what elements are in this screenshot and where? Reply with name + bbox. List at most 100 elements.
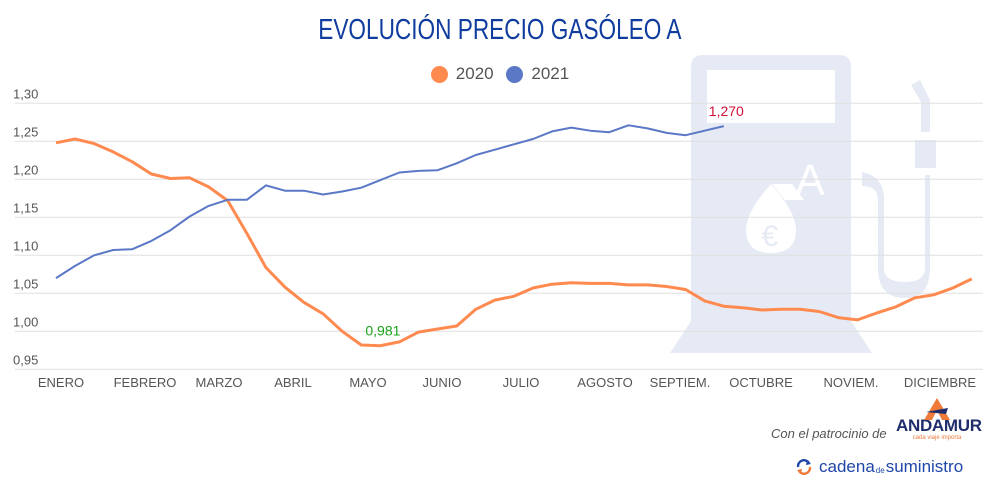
data-point-2020 (54, 141, 58, 145)
svg-text:€: € (762, 220, 779, 253)
data-point-2020 (741, 306, 745, 310)
data-point-2020 (894, 305, 898, 309)
data-point-2021 (512, 142, 516, 146)
data-point-2020 (779, 307, 783, 311)
andamur-logo-icon (924, 398, 950, 420)
legend-item-2020[interactable]: 2020 (430, 64, 494, 84)
data-point-2021 (226, 198, 230, 202)
data-point-2021 (130, 247, 134, 251)
data-point-2021 (245, 198, 249, 202)
data-point-2020 (913, 296, 917, 300)
data-point-2020 (951, 286, 955, 290)
series-line-2021 (55, 124, 725, 279)
data-point-2021 (149, 239, 153, 243)
data-point-2020 (168, 177, 172, 181)
data-point-2021 (607, 130, 611, 134)
data-point-2021 (340, 189, 344, 193)
data-point-2020 (130, 160, 134, 164)
brand-text-cadena: cadena (819, 457, 875, 476)
data-point-2020 (970, 277, 974, 281)
data-point-2021 (73, 264, 77, 268)
data-point-2020 (321, 312, 325, 316)
y-tick-label: 1,30 (13, 86, 38, 101)
data-point-2020 (817, 310, 821, 314)
x-tick-label: JUNIO (423, 375, 462, 390)
x-tick-label: OCTUBRE (729, 375, 793, 390)
data-point-2021 (493, 148, 497, 152)
data-point-2020 (188, 176, 192, 180)
y-tick-label: 1,15 (13, 200, 38, 215)
legend-marker-2021 (506, 65, 524, 83)
data-point-2020 (283, 285, 287, 289)
data-point-2020 (531, 286, 535, 290)
data-point-2020 (512, 294, 516, 298)
data-point-2021 (283, 189, 287, 193)
data-point-2021 (111, 248, 115, 252)
brand-text-de: de (875, 465, 885, 475)
annotation-label: 1,270 (709, 103, 744, 119)
data-point-2020 (378, 344, 382, 348)
fuel-pump-icon: A € (670, 55, 936, 353)
legend: 2020 2021 (0, 64, 1000, 88)
gridlines (15, 102, 983, 370)
data-point-2020 (626, 283, 630, 287)
data-point-2021 (703, 129, 707, 133)
x-tick-label: NOVIEM. (824, 375, 879, 390)
data-point-2020 (455, 324, 459, 328)
data-point-2020 (92, 142, 96, 146)
data-point-2020 (397, 340, 401, 344)
x-tick-label: MARZO (196, 375, 243, 390)
legend-item-2021[interactable]: 2021 (506, 64, 569, 84)
data-point-2021 (378, 178, 382, 182)
y-axis: 0,95 1,00 1,05 1,10 1,15 1,20 1,25 1,30 (13, 86, 38, 367)
andamur-logo[interactable]: ANDAMUR cada viaje importa (896, 396, 982, 441)
data-point-2020 (874, 311, 878, 315)
x-tick-label: FEBRERO (114, 375, 177, 390)
data-point-2020 (722, 304, 726, 308)
data-point-2020 (73, 137, 77, 141)
data-point-2020 (359, 343, 363, 347)
data-point-2021 (54, 276, 58, 280)
data-point-2021 (626, 123, 630, 127)
refresh-arrows-icon (796, 459, 812, 475)
data-point-2021 (302, 189, 306, 193)
data-point-2021 (588, 129, 592, 133)
data-point-2020 (798, 307, 802, 311)
data-point-2020 (665, 284, 669, 288)
data-point-2020 (932, 293, 936, 297)
legend-marker-2020 (430, 65, 448, 83)
data-point-2020 (474, 307, 478, 311)
y-tick-label: 1,10 (13, 238, 38, 253)
data-point-2020 (264, 265, 268, 269)
data-point-2020 (645, 283, 649, 287)
data-point-2020 (207, 185, 211, 189)
data-point-2020 (684, 288, 688, 292)
andamur-logo-text: ANDAMUR (896, 416, 982, 435)
data-point-2020 (149, 172, 153, 176)
data-point-2021 (722, 124, 726, 128)
data-point-2021 (264, 183, 268, 187)
chart-title: EVOLUCIÓN PRECIO GASÓLEO A (0, 14, 1000, 47)
data-point-2021 (569, 126, 573, 130)
data-point-2021 (474, 153, 478, 157)
data-point-2021 (550, 129, 554, 133)
data-point-2020 (493, 298, 497, 302)
annotations: 0,981 1,270 (365, 103, 744, 339)
data-point-2020 (569, 281, 573, 285)
data-point-2020 (340, 329, 344, 333)
data-point-2020 (607, 281, 611, 285)
data-point-2020 (836, 316, 840, 320)
x-tick-label: ENERO (38, 375, 84, 390)
data-point-2020 (703, 299, 707, 303)
data-point-2021 (455, 161, 459, 165)
data-point-2020 (302, 300, 306, 304)
sponsor-text: Con el patrocinio de (771, 426, 887, 441)
data-point-2021 (436, 168, 440, 172)
data-point-2021 (684, 133, 688, 137)
legend-label-2021: 2021 (531, 64, 570, 83)
cadena-de-suministro-logo[interactable]: cadena de suministro (795, 457, 963, 477)
data-point-2020 (550, 282, 554, 286)
chart-title-text: EVOLUCIÓN PRECIO GASÓLEO A (318, 14, 682, 46)
data-point-2020 (417, 330, 421, 334)
